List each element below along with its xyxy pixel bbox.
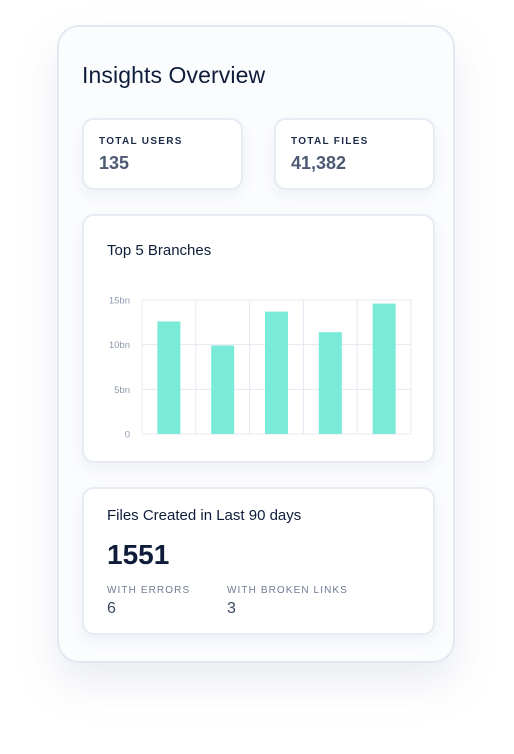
with-errors-label: WITH ERRORS: [107, 585, 191, 596]
top-branches-card: Top 5 Branches 0 5bn 10bn 15bn: [82, 214, 435, 463]
top-branches-chart: 0 5bn 10bn 15bn: [109, 296, 412, 441]
chart-bar: [265, 311, 288, 434]
files-created-title: Files Created in Last 90 days: [107, 507, 302, 524]
y-tick-label: 0: [125, 430, 130, 441]
files-created-total: 1551: [107, 539, 170, 570]
insights-panel: Insights Overview TOTAL USERS 135 TOTAL …: [57, 25, 455, 663]
broken-links-value: 3: [227, 600, 236, 617]
broken-links-label: WITH BROKEN LINKS: [227, 585, 348, 596]
chart-bar: [157, 321, 181, 434]
y-tick-label: 15bn: [109, 296, 130, 307]
files-created-card: Files Created in Last 90 days 1551 WITH …: [82, 487, 435, 635]
y-tick-label: 5bn: [114, 385, 130, 396]
chart-bar: [372, 303, 396, 434]
total-files-value: 41,382: [291, 153, 347, 173]
total-users-card[interactable]: TOTAL USERS 135: [82, 118, 243, 190]
y-tick-label: 10bn: [109, 340, 130, 351]
total-users-label: TOTAL USERS: [99, 136, 183, 147]
chart-bar: [318, 332, 342, 434]
total-files-card[interactable]: TOTAL FILES 41,382: [274, 118, 435, 190]
total-users-value: 135: [99, 153, 130, 173]
chart-title: Top 5 Branches: [107, 242, 212, 259]
with-errors-value: 6: [107, 600, 116, 617]
page-title: Insights Overview: [82, 62, 266, 88]
chart-bar: [211, 345, 235, 434]
total-files-label: TOTAL FILES: [291, 136, 369, 147]
